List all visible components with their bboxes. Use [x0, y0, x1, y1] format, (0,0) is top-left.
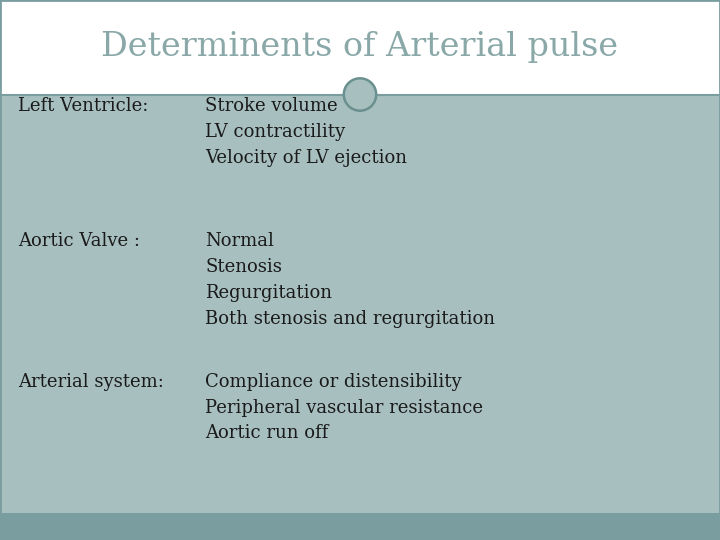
Text: Normal: Normal	[205, 232, 274, 250]
Text: Both stenosis and regurgitation: Both stenosis and regurgitation	[205, 310, 495, 328]
FancyBboxPatch shape	[0, 0, 720, 94]
FancyBboxPatch shape	[0, 94, 720, 513]
Text: Velocity of LV ejection: Velocity of LV ejection	[205, 149, 408, 167]
Text: Stroke volume: Stroke volume	[205, 97, 338, 115]
FancyBboxPatch shape	[0, 513, 720, 540]
Text: Determinents of Arterial pulse: Determinents of Arterial pulse	[102, 31, 618, 63]
Text: Arterial system:: Arterial system:	[18, 373, 164, 390]
Text: Left Ventricle:: Left Ventricle:	[18, 97, 148, 115]
Text: Compliance or distensibility: Compliance or distensibility	[205, 373, 462, 390]
Text: Stenosis: Stenosis	[205, 258, 282, 276]
Text: Peripheral vascular resistance: Peripheral vascular resistance	[205, 399, 483, 416]
Text: Regurgitation: Regurgitation	[205, 284, 332, 302]
Text: LV contractility: LV contractility	[205, 123, 346, 141]
Text: Aortic Valve :: Aortic Valve :	[18, 232, 140, 250]
Text: Aortic run off: Aortic run off	[205, 424, 328, 442]
Ellipse shape	[344, 78, 376, 111]
